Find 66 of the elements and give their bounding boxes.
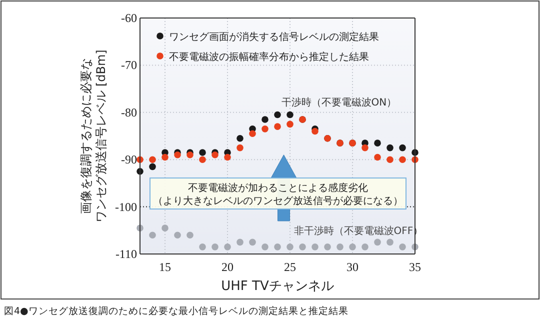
point	[224, 244, 231, 250]
point	[236, 144, 244, 152]
point	[386, 144, 394, 152]
point	[249, 130, 256, 138]
point	[324, 244, 331, 250]
point	[274, 244, 281, 250]
point	[262, 244, 268, 250]
y-tick-label: -100	[115, 200, 137, 214]
point	[286, 111, 294, 118]
point	[386, 156, 394, 163]
point	[236, 134, 244, 142]
x-axis-title: UHF TVチャンネル	[221, 279, 334, 294]
point	[286, 120, 294, 128]
point	[162, 154, 168, 161]
point	[386, 238, 394, 246]
point	[286, 244, 294, 250]
point	[149, 232, 156, 239]
point	[262, 116, 268, 123]
point	[199, 156, 206, 163]
point	[174, 232, 181, 239]
legend-label: 不要電磁波の振幅確率分布から推定した結果	[169, 51, 369, 63]
y-tick-label: -90	[121, 152, 137, 167]
annotation: 不要電磁波が加わることによる感度劣化（より大きなレベルのワンセグ放送信号が必要になる）	[153, 182, 403, 207]
point	[299, 244, 306, 250]
y-tick-label: -70	[121, 58, 137, 72]
point	[399, 144, 406, 152]
point	[362, 144, 368, 152]
point	[262, 126, 268, 132]
point	[149, 163, 156, 170]
point	[312, 244, 318, 250]
point	[312, 128, 318, 135]
point	[349, 244, 356, 250]
x-tick-label: 35	[409, 260, 421, 274]
legend-label: ワンセグ画面が消失する信号レベルの測定結果	[169, 31, 379, 43]
point	[362, 244, 368, 250]
point	[274, 123, 281, 130]
point	[186, 151, 194, 158]
x-tick-label: 25	[284, 260, 296, 274]
point	[224, 154, 231, 161]
point	[274, 111, 281, 118]
text-box: 不要電磁波が加わることによる感度劣化（より大きなレベルのワンセグ放送信号が必要になる）	[150, 178, 406, 210]
point	[162, 224, 168, 232]
y-axis-title: 画像を復調するために必要なワンセグ放送信号レベル [dBm]	[79, 50, 108, 222]
point	[399, 244, 406, 250]
point	[236, 238, 244, 246]
point	[212, 244, 218, 250]
point	[174, 151, 181, 158]
point	[199, 244, 206, 250]
point	[186, 232, 194, 239]
point	[149, 156, 156, 163]
x-tick-label: 15	[159, 260, 171, 274]
caption: 図4●ワンセグ放送復調のために必要な最小信号レベルの測定結果と推定結果	[4, 305, 348, 317]
point	[249, 238, 256, 246]
point	[199, 149, 206, 156]
point	[399, 156, 406, 163]
x-tick-label: 20	[222, 260, 234, 274]
point	[374, 238, 381, 246]
point	[374, 154, 381, 161]
annotation: 干渉時（不要電磁波ON）	[281, 96, 397, 108]
x-tick-label: 30	[346, 260, 358, 274]
y-tick-label: -110	[115, 247, 137, 261]
y-tick-label: -80	[121, 105, 137, 120]
y-tick-label: -60	[121, 11, 137, 25]
point	[374, 140, 381, 146]
point	[336, 244, 344, 250]
point	[212, 151, 218, 158]
